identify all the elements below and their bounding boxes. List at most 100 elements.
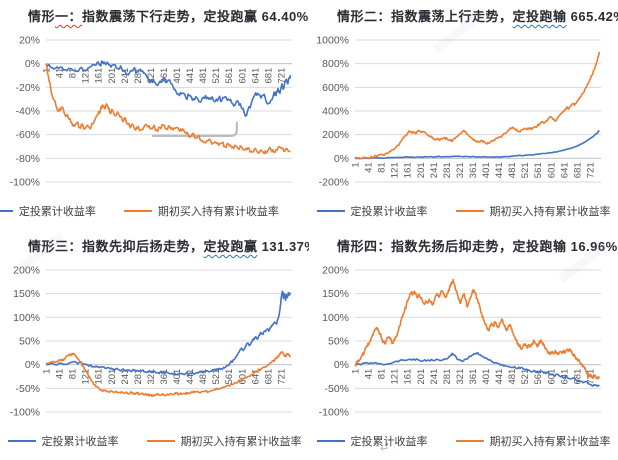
- legend-item: 定投累计收益率: [316, 203, 428, 219]
- y-axis-tick-label: 200%: [322, 265, 349, 277]
- legend-label: 定投累计收益率: [350, 206, 428, 218]
- y-axis-tick-label: -50%: [324, 383, 349, 395]
- legend-item: 期初买入持有累计收益率: [455, 203, 611, 219]
- x-axis-tick-label: 1: [42, 369, 53, 374]
- chart-panel-scenario-4: 情形四：指数先扬后抑走势，定投跑输 16.96%↵ -100%-50%0%50%…: [309, 230, 618, 460]
- chart-title-text: 定投跑赢: [203, 239, 258, 254]
- chart-plot-area: -100%-80%-60%-40%-20%0%20%1 41 81 121 161 201…: [10, 35, 292, 189]
- x-axis-tick-label: 161: [94, 68, 105, 84]
- x-axis-tick-label: 721: [276, 369, 287, 385]
- legend-marker-orange: [123, 210, 152, 212]
- legend-label: 定投累计收益率: [350, 436, 428, 448]
- series-line-orange: [45, 63, 291, 155]
- x-axis-tick-label: 521: [211, 369, 222, 385]
- x-axis-tick-label: 321: [455, 162, 466, 178]
- chart-title: 情形一：指数震荡下行走势，定投跑赢 64.40%↵: [0, 6, 309, 32]
- y-axis-tick-label: 0%: [334, 153, 349, 165]
- paragraph-return-mark: ↵: [380, 443, 390, 455]
- legend-item: 期初买入持有累计收益率: [455, 433, 611, 449]
- x-axis-tick-label: 321: [146, 68, 157, 84]
- chart-title-text: 情形: [28, 9, 56, 24]
- x-axis-tick-label: 681: [263, 68, 274, 84]
- x-axis-tick-label: 521: [520, 369, 531, 385]
- y-axis-tick-label: -60%: [15, 129, 40, 141]
- x-axis-tick-label: 401: [481, 162, 492, 178]
- x-axis-tick-label: 81: [68, 369, 79, 380]
- x-axis-tick-label: 361: [468, 369, 479, 385]
- y-axis-tick-label: 0%: [25, 359, 40, 371]
- annotation-bracket: [151, 121, 238, 137]
- chart-title-text: 665.42%: [570, 9, 618, 24]
- legend-label: 期初买入持有累计收益率: [489, 436, 611, 448]
- chart-title-text: 情形二：指数震荡上行走势，: [337, 9, 513, 24]
- x-axis-tick-label: 441: [494, 369, 505, 385]
- x-axis-tick-label: 281: [442, 162, 453, 178]
- chart-legend: 定投累计收益率 期初买入持有累计收益率: [309, 428, 618, 454]
- y-axis-tick-label: 50%: [19, 336, 40, 348]
- y-axis-tick-label: 150%: [322, 288, 349, 300]
- x-axis-tick-label: 321: [455, 369, 466, 385]
- x-axis-tick-label: 601: [546, 162, 557, 178]
- y-axis-tick-label: 1000%: [316, 35, 349, 47]
- legend-marker-blue: [316, 440, 345, 442]
- x-axis-tick-label: 361: [468, 162, 479, 178]
- x-axis-tick-label: 201: [107, 68, 118, 84]
- chart-title: 情形四：指数先扬后抑走势，定投跑输 16.96%↵: [309, 236, 618, 262]
- x-axis-tick-label: 81: [377, 369, 388, 380]
- y-axis-tick-label: 800%: [322, 58, 349, 70]
- x-axis-tick-label: 281: [133, 369, 144, 385]
- x-axis-tick-label: 41: [364, 369, 375, 380]
- x-axis-tick-label: 321: [146, 369, 157, 385]
- x-axis-tick-label: 81: [68, 68, 79, 79]
- x-axis-tick-label: 481: [507, 369, 518, 385]
- y-axis-tick-label: 150%: [13, 288, 40, 300]
- x-axis-tick-label: 121: [390, 369, 401, 385]
- x-axis-tick-label: 201: [416, 369, 427, 385]
- legend-item: 定投累计收益率: [7, 433, 119, 449]
- x-axis-tick-label: 401: [172, 369, 183, 385]
- legend-item: 定投累计收益率: [0, 203, 96, 219]
- series-line-orange: [354, 51, 601, 160]
- y-axis-tick-label: -100%: [319, 407, 349, 419]
- x-axis-tick-label: 161: [94, 369, 105, 385]
- chart-title: 情形二：指数震荡上行走势，定投跑输 665.42%↵: [309, 6, 618, 32]
- legend-marker-blue: [316, 210, 345, 212]
- chart-panel-scenario-3: 情形三：指数先抑后扬走势，定投跑赢 131.37%↵ -100% -50% 0% 50…: [0, 230, 309, 460]
- legend-marker-blue: [0, 210, 13, 212]
- chart-panel-scenario-2: 情形二：指数震荡上行走势，定投跑输 665.42%↵ -200% 0% 200% 40…: [309, 0, 618, 230]
- y-axis-tick-label: -100%: [10, 407, 40, 419]
- legend-label: 期初买入持有累计收益率: [489, 206, 611, 218]
- legend-item: 期初买入持有累计收益率: [146, 433, 302, 449]
- legend-label: 定投累计收益率: [18, 206, 96, 218]
- chart-title-text: 定投跑输: [512, 9, 567, 24]
- chart-canvas: -200% 0% 200% 400% 600% 800% 1000% 1 41 81 121 161 2…: [309, 32, 618, 198]
- x-axis-tick-label: 681: [263, 369, 274, 385]
- x-axis-tick-label: 641: [559, 162, 570, 178]
- legend-marker-orange: [455, 210, 484, 212]
- x-axis-tick-label: 441: [185, 369, 196, 385]
- legend-label: 期初买入持有累计收益率: [180, 436, 302, 448]
- x-axis-tick-label: 241: [429, 369, 440, 385]
- x-axis-tick-label: 241: [120, 369, 131, 385]
- chart-plot-area: -200%0%200%400%600%800%1000%1 41 81 121 161 2…: [316, 35, 601, 189]
- legend-marker-orange: [146, 440, 175, 442]
- x-axis-tick-label: 201: [416, 162, 427, 178]
- x-axis-tick-label: 681: [572, 162, 583, 178]
- series-line-orange: [354, 278, 601, 380]
- chart-canvas: -100% -80% -60% -40% -20% 0% 20% 1 41 81 121 161 201…: [0, 32, 309, 198]
- chart-plot-area: -100% -50% 0% 50% 100% 150% 200% 1 41 81 121 161 201…: [319, 265, 601, 419]
- chart-title-text: 131.37%: [261, 239, 309, 254]
- y-axis-tick-label: -100%: [10, 177, 40, 189]
- x-axis-tick-label: 641: [250, 68, 261, 84]
- y-axis-tick-label: 200%: [322, 129, 349, 141]
- x-axis-tick-label: 561: [224, 68, 235, 84]
- chart-title-text: 情形四：指数先扬后抑走势，定投跑输 16.96%: [337, 239, 618, 254]
- x-axis-tick-label: 601: [237, 68, 248, 84]
- x-axis-tick-label: 41: [55, 68, 66, 79]
- series-line-blue: [354, 351, 600, 387]
- series-line-blue: [45, 290, 292, 376]
- x-axis-tick-label: 401: [481, 369, 492, 385]
- x-axis-tick-label: 121: [81, 68, 92, 84]
- chart-canvas: -100% -50% 0% 50% 100% 150% 200% 1 41 81 121 161 201…: [309, 262, 618, 428]
